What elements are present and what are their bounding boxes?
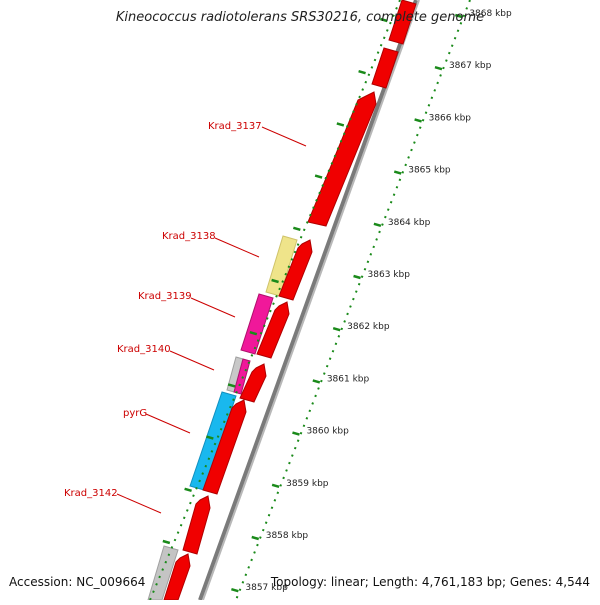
label-leader-krad-3142 bbox=[116, 493, 162, 514]
gene-label-callouts: Krad_3137 Krad_3138 Krad_3139 Krad_3140 … bbox=[64, 121, 307, 514]
genome-summary: Topology: linear; Length: 4,761,183 bp; … bbox=[270, 575, 590, 589]
ruler-tick-mark bbox=[454, 13, 463, 19]
upper-ruler-tick-mark bbox=[358, 69, 366, 75]
upper-ruler-tick-mark bbox=[336, 122, 345, 127]
upper-ruler-ticks bbox=[162, 17, 388, 545]
label-leader-krad-3137 bbox=[261, 126, 307, 147]
gene-red-3-arrow[interactable] bbox=[278, 239, 313, 301]
gene-label-pyrg[interactable]: pyrG bbox=[123, 408, 147, 419]
gene-red-5-arrow[interactable] bbox=[239, 363, 267, 403]
gene-red-4-arrow[interactable] bbox=[256, 301, 290, 359]
genome-backbone bbox=[198, 0, 418, 601]
lower-dotted-ruler bbox=[235, 0, 471, 601]
ruler-tick-mark bbox=[393, 170, 402, 175]
gene-top-2-arrow[interactable] bbox=[371, 47, 399, 89]
genome-title: Kineococcus radiotolerans SRS30216, comp… bbox=[115, 10, 485, 25]
gene-krad-3140-bar[interactable] bbox=[233, 358, 251, 395]
gene-krad-3139-bar[interactable] bbox=[240, 293, 274, 355]
scale-ruler: 3868 kbp 3867 kbp 3866 kbp 3865 kbp 3864 kbp… bbox=[231, 9, 512, 593]
ruler-tick-mark bbox=[332, 326, 341, 332]
ruler-tick-mark bbox=[231, 587, 239, 593]
label-leader-krad-3140 bbox=[169, 350, 215, 371]
upper-ruler-tick-mark bbox=[205, 435, 214, 440]
gene-label-krad-3137[interactable]: Krad_3137 bbox=[208, 121, 262, 132]
gene-label-krad-3138[interactable]: Krad_3138 bbox=[162, 231, 216, 242]
ruler-tick-label: 3863 kbp bbox=[368, 270, 411, 280]
upper-ruler-tick-mark bbox=[249, 330, 258, 336]
ruler-tick-mark bbox=[312, 379, 321, 384]
accession-label: Accession: NC_009664 bbox=[9, 575, 146, 589]
ruler-tick-label: 3865 kbp bbox=[408, 166, 451, 176]
ruler-tick-mark bbox=[353, 274, 361, 280]
ruler-tick-label: 3864 kbp bbox=[388, 218, 431, 228]
ruler-tick-mark bbox=[251, 535, 260, 541]
ruler-tick-label: 3860 kbp bbox=[306, 427, 349, 437]
upper-ruler-tick-mark bbox=[314, 174, 323, 179]
inner-strand-genes bbox=[163, 0, 420, 601]
upper-ruler-tick-mark bbox=[162, 539, 171, 545]
ruler-tick-label: 3858 kbp bbox=[266, 531, 309, 541]
label-leader-krad-3139 bbox=[190, 297, 236, 318]
upper-ruler-tick-mark bbox=[227, 383, 236, 388]
label-leader-pyrg bbox=[145, 413, 191, 434]
upper-ruler-tick-mark bbox=[184, 487, 192, 493]
upper-ruler-tick-mark bbox=[379, 17, 388, 23]
ruler-tick-label: 3868 kbp bbox=[469, 9, 512, 19]
ruler-tick-label: 3866 kbp bbox=[429, 113, 472, 123]
gene-krad-3137-arrow[interactable] bbox=[307, 91, 377, 227]
ruler-tick-mark bbox=[373, 222, 382, 228]
ruler-tick-label: 3867 kbp bbox=[449, 61, 492, 71]
ruler-tick-mark bbox=[271, 483, 280, 489]
gene-label-krad-3140[interactable]: Krad_3140 bbox=[117, 344, 171, 355]
gene-top-1-arrow[interactable] bbox=[388, 0, 417, 45]
genome-backbone-shadow bbox=[202, 0, 420, 601]
upper-ruler-tick-mark bbox=[292, 226, 301, 232]
gene-label-krad-3142[interactable]: Krad_3142 bbox=[64, 488, 118, 499]
ruler-tick-mark bbox=[414, 118, 422, 123]
gene-label-krad-3139[interactable]: Krad_3139 bbox=[138, 291, 192, 302]
gene-red-7-arrow[interactable] bbox=[182, 495, 211, 555]
ruler-tick-label: 3859 kbp bbox=[286, 479, 329, 489]
ruler-tick-label: 3857 kbp bbox=[245, 583, 288, 593]
ruler-tick-label: 3861 kbp bbox=[327, 374, 370, 384]
gene-red-6-arrow[interactable] bbox=[202, 399, 247, 495]
ruler-tick-mark bbox=[292, 431, 300, 436]
label-leader-krad-3138 bbox=[214, 237, 260, 258]
ruler-tick-label: 3862 kbp bbox=[347, 322, 390, 332]
upper-ruler-tick-mark bbox=[271, 278, 279, 284]
ruler-tick-mark bbox=[434, 65, 443, 71]
